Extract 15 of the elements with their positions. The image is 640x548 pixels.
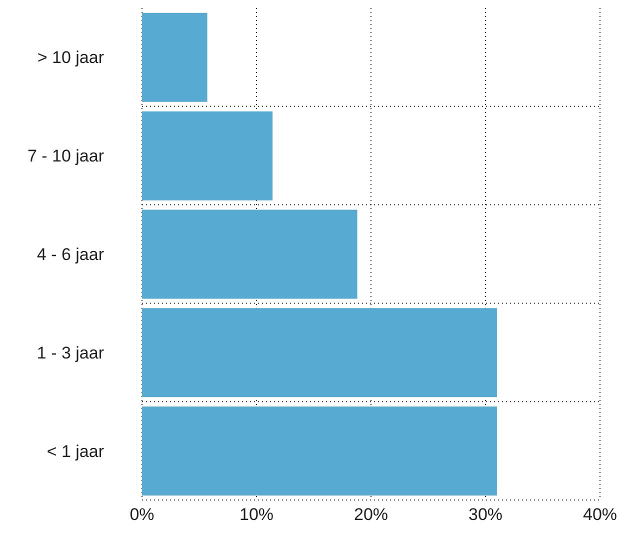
bar: [142, 406, 497, 496]
x-tick-label: 40%: [582, 505, 618, 524]
y-tick-label: > 10 jaar: [37, 48, 104, 68]
x-tick-label: 10%: [239, 505, 274, 524]
y-tick-label: 4 - 6 jaar: [36, 245, 104, 264]
y-tick-label: 1 - 3 jaar: [36, 343, 104, 362]
x-tick-label: 0%: [130, 505, 154, 524]
bar: [142, 12, 208, 102]
x-tick-label: 30%: [468, 505, 503, 524]
bar: [142, 111, 273, 200]
bar: [142, 210, 358, 299]
bar: [142, 308, 497, 398]
y-tick-label: 7 - 10 jaar: [27, 146, 104, 166]
y-tick-label: < 1 jaar: [46, 442, 104, 461]
x-tick-label: 20%: [354, 505, 388, 524]
